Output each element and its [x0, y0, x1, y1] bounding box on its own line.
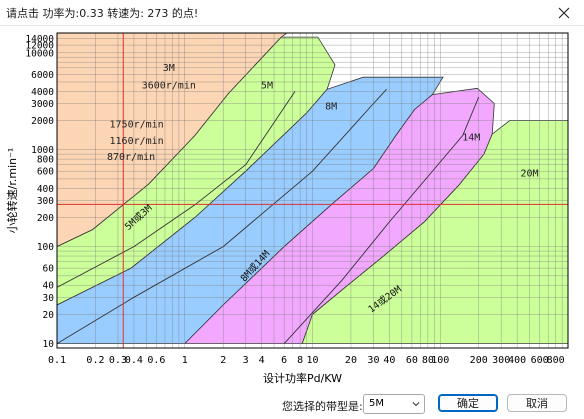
y-tick-label: 400 — [37, 184, 54, 195]
y-tick-label: 10 — [43, 339, 55, 350]
footer-bar: 您选择的带型是: 5M 确定 取消 — [0, 391, 584, 419]
y-tick-label: 6000 — [31, 70, 54, 81]
close-button[interactable] — [544, 0, 584, 25]
selected-belt-label: 您选择的带型是: — [282, 400, 363, 413]
y-tick-label: 800 — [37, 155, 54, 166]
belt-type-select[interactable]: 5M — [363, 394, 425, 414]
x-tick-label: 60 — [406, 355, 418, 366]
x-tick-label: 0.4 — [125, 355, 143, 366]
x-tick-label: 0.2 — [86, 355, 104, 366]
y-tick-label: 200 — [37, 213, 54, 224]
x-tick-label: 200 — [470, 355, 488, 366]
y-tick-label: 300 — [37, 196, 54, 207]
chevron-down-icon — [412, 402, 420, 407]
ok-button[interactable]: 确定 — [438, 394, 498, 412]
close-icon — [558, 7, 570, 18]
belt-selection-chart[interactable]: 3M 3600r/min 5M 8M 14M 20M 1750r/min 1160r/min 8… — [0, 25, 584, 391]
cancel-button[interactable]: 取消 — [507, 394, 567, 412]
y-tick-label: 10000 — [25, 48, 54, 59]
title-bar: 请点击 功率为:0.33 转速为: 273 的点! — [0, 0, 584, 26]
x-tick-label: 0.3 — [109, 355, 127, 366]
x-tick-label: 300 — [492, 355, 510, 366]
y-tick-label: 600 — [37, 167, 54, 178]
y-tick-label: 1000 — [31, 145, 54, 156]
divider-14或20M — [283, 96, 480, 344]
x-tick-label: 20 — [345, 355, 357, 366]
x-tick-label: 3 — [243, 355, 249, 366]
plot-frame — [56, 32, 569, 349]
region-label: 5M — [261, 80, 273, 91]
x-tick-label: 600 — [531, 355, 549, 366]
y-axis-title: 小轮转速/r.min⁻¹ — [5, 148, 19, 234]
y-tick-label: 60 — [43, 264, 55, 275]
y-tick-label: 12000 — [25, 41, 54, 52]
x-tick-label: 10 — [306, 355, 318, 366]
x-tick-label: 30 — [367, 355, 379, 366]
x-tick-label: 2 — [220, 355, 226, 366]
x-tick-label: 40 — [383, 355, 395, 366]
y-tick-label: 20 — [43, 310, 55, 321]
region-label: 1160r/min — [110, 136, 164, 147]
x-tick-label: 6 — [281, 355, 287, 366]
y-tick-label: 100 — [37, 242, 54, 253]
region-label: 1750r/min — [110, 119, 164, 130]
region-label: 3M — [163, 63, 175, 74]
region-label: 14M — [462, 132, 480, 143]
region-label: 8M — [325, 101, 337, 112]
x-tick-label: 8 — [297, 355, 303, 366]
y-tick-label: 2000 — [31, 116, 54, 127]
x-tick-label: 0.1 — [48, 355, 66, 366]
x-tick-label: 1 — [182, 355, 188, 366]
x-tick-label: 400 — [508, 355, 526, 366]
belt-type-value: 5M — [369, 398, 384, 409]
region-label: 3600r/min — [142, 80, 196, 91]
divider-8M或14M — [57, 88, 387, 344]
region-label: 20M — [521, 168, 539, 179]
region-label: 870r/min — [107, 152, 155, 163]
x-tick-label: 800 — [547, 355, 565, 366]
y-tick-label: 30 — [43, 293, 55, 304]
window-title: 请点击 功率为:0.33 转速为: 273 的点! — [6, 7, 199, 20]
x-tick-label: 0.6 — [147, 355, 165, 366]
x-tick-label: 80 — [422, 355, 434, 366]
y-tick-label: 3000 — [31, 99, 54, 110]
y-tick-label: 14000 — [25, 34, 54, 45]
x-tick-label: 4 — [259, 355, 265, 366]
x-tick-label: 100 — [431, 355, 449, 366]
x-axis-title: 设计功率Pd/KW — [263, 371, 342, 385]
y-tick-label: 40 — [43, 281, 55, 292]
y-tick-label: 4000 — [31, 87, 54, 98]
